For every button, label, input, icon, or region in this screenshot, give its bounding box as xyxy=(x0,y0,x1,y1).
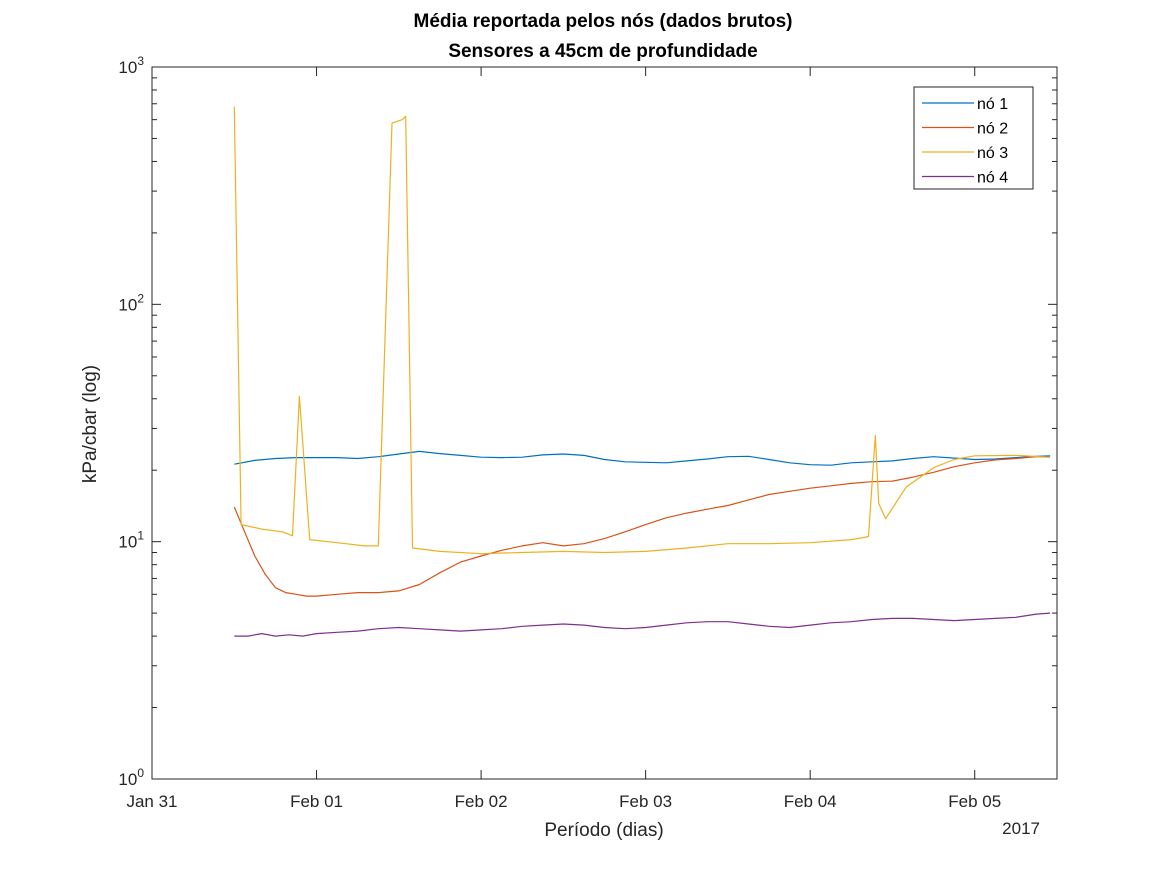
y-tick-base: 10 xyxy=(118,58,137,77)
x-tick-label: Feb 05 xyxy=(948,792,1001,811)
y-axis-label: kPa/cbar (log) xyxy=(80,365,101,483)
y-tick-base: 10 xyxy=(118,295,137,314)
legend-label-3: nó 3 xyxy=(977,145,1008,162)
y-tick-label: 103 xyxy=(118,54,144,77)
x-tick-label: Feb 01 xyxy=(290,792,343,811)
legend-box xyxy=(913,86,1034,190)
y-tick-exponent: 0 xyxy=(137,766,144,780)
x-tick-label: Feb 04 xyxy=(784,792,837,811)
y-tick-label: 102 xyxy=(118,291,144,314)
y-tick-exponent: 1 xyxy=(137,529,144,543)
plot-area xyxy=(233,106,1051,637)
chart-title: Média reportada pelos nós (dados brutos) xyxy=(414,11,793,32)
series-line-4 xyxy=(234,612,1051,637)
legend-label-2: nó 2 xyxy=(977,121,1008,138)
x-axis-label: Período (dias) xyxy=(544,820,663,841)
series-line-2 xyxy=(233,456,1051,597)
chart-subtitle: Sensores a 45cm de profundidade xyxy=(448,41,757,62)
y-tick-exponent: 2 xyxy=(137,291,144,305)
series-line-1 xyxy=(234,450,1051,466)
axes: Jan 31 Feb 01 Feb 02 Feb 03 Feb 04 Feb 051001… xyxy=(118,54,1058,811)
series-line-3 xyxy=(233,106,1051,555)
y-tick-base: 10 xyxy=(118,533,137,552)
legend-label-4: nó 4 xyxy=(977,170,1008,187)
y-tick-label: 101 xyxy=(118,529,144,552)
x-tick-label: Jan 31 xyxy=(126,792,177,811)
y-tick-exponent: 3 xyxy=(137,54,144,68)
x-tick-label: Feb 02 xyxy=(455,792,508,811)
x-tick-label: Feb 03 xyxy=(619,792,672,811)
x-year-label: 2017 xyxy=(1002,819,1040,838)
y-tick-label: 100 xyxy=(118,766,144,789)
legend: nó 1 nó 2 nó 3 nó 4 xyxy=(913,86,1034,190)
axes-box xyxy=(151,66,1058,780)
y-tick-base: 10 xyxy=(118,770,137,789)
legend-label-1: nó 1 xyxy=(977,96,1008,113)
